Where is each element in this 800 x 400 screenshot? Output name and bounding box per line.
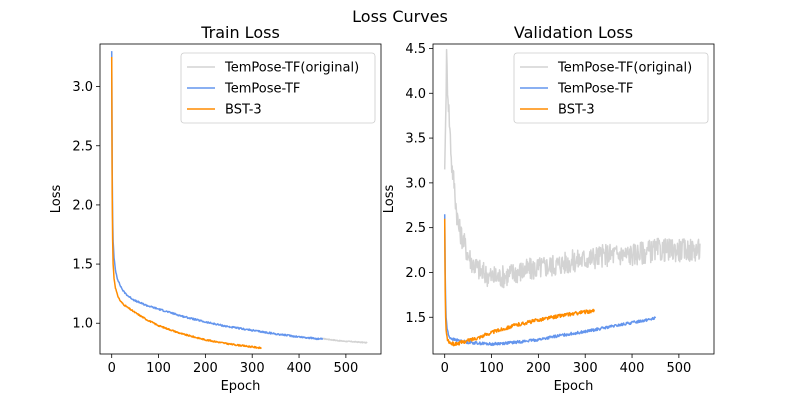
axes-title: Validation Loss xyxy=(514,23,633,42)
series-line-0 xyxy=(443,48,701,289)
x-tick-label: 300 xyxy=(240,361,265,376)
series-lines xyxy=(110,51,368,350)
train-loss-axes: Train Loss 0 100 200 300 400 500 1.0 1.5 2.0 2.5 3.… xyxy=(49,23,382,394)
validation-loss-axes: Validation Loss 0 100 200 300 400 500 1.5 2.0 2.5… xyxy=(382,23,715,394)
x-tick-label: 500 xyxy=(333,361,358,376)
y-tick-label: 1.0 xyxy=(72,317,93,332)
y-tick-label: 1.5 xyxy=(405,311,426,326)
x-tick-label: 100 xyxy=(146,361,171,376)
y-tick-label: 3.0 xyxy=(405,176,426,191)
series-line-2 xyxy=(443,218,596,347)
series-line-1 xyxy=(110,51,324,341)
y-tick-label: 3.5 xyxy=(405,132,426,147)
x-tick-label: 400 xyxy=(287,361,312,376)
series-line-2 xyxy=(110,57,262,350)
y-tick-label: 1.5 xyxy=(72,258,93,273)
series-lines xyxy=(443,48,701,347)
legend: TemPose-TF(original) TemPose-TF BST-3 xyxy=(513,52,709,124)
x-tick-label: 200 xyxy=(526,361,551,376)
figure-suptitle: Loss Curves xyxy=(352,7,448,26)
y-tick-label: 4.0 xyxy=(405,87,426,102)
x-tick-label: 0 xyxy=(441,361,449,376)
legend-label: BST-3 xyxy=(225,103,262,118)
x-tick-label: 100 xyxy=(479,361,504,376)
y-axis-label: Loss xyxy=(49,185,64,214)
x-tick-label: 200 xyxy=(193,361,218,376)
legend-frame xyxy=(513,52,709,124)
legend-label: TemPose-TF xyxy=(557,82,633,97)
x-axis-label: Epoch xyxy=(221,379,261,394)
legend-label: TemPose-TF(original) xyxy=(557,61,692,76)
legend-frame xyxy=(180,52,376,124)
y-tick-label: 2.0 xyxy=(405,266,426,281)
series-line-0 xyxy=(322,337,368,344)
y-axis-label: Loss xyxy=(382,185,397,214)
axes-frame xyxy=(432,43,715,355)
x-axis-label: Epoch xyxy=(554,379,594,394)
axes-frame xyxy=(99,43,382,355)
legend-label: TemPose-TF(original) xyxy=(224,61,359,76)
axes-title: Train Loss xyxy=(200,23,280,42)
x-tick-label: 0 xyxy=(108,361,116,376)
legend: TemPose-TF(original) TemPose-TF BST-3 xyxy=(180,52,376,124)
y-tick-label: 2.5 xyxy=(72,139,93,154)
y-tick-label: 4.5 xyxy=(405,42,426,57)
x-tick-label: 500 xyxy=(666,361,691,376)
legend-label: BST-3 xyxy=(558,103,595,118)
y-tick-label: 2.5 xyxy=(405,221,426,236)
y-tick-label: 3.0 xyxy=(72,80,93,95)
x-tick-label: 300 xyxy=(573,361,598,376)
x-tick-label: 400 xyxy=(620,361,645,376)
y-tick-label: 2.0 xyxy=(72,198,93,213)
legend-label: TemPose-TF xyxy=(224,82,300,97)
series-line-1 xyxy=(443,214,657,347)
